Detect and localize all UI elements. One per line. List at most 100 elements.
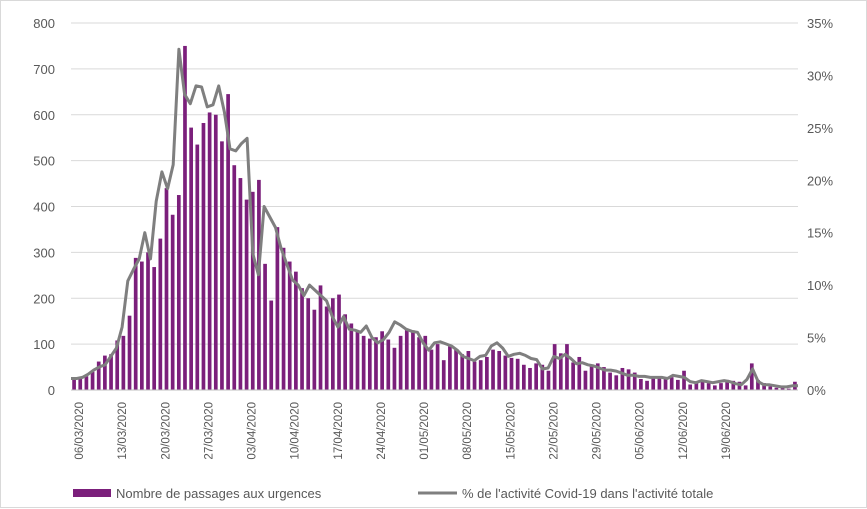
bar <box>411 330 415 390</box>
bar <box>275 227 280 390</box>
bar <box>183 45 187 390</box>
y-right-tick-label: 35% <box>807 16 833 31</box>
bar <box>152 267 157 390</box>
bar <box>485 356 489 390</box>
x-tick-label: 13/03/2020 <box>117 402 129 460</box>
bar <box>238 178 243 390</box>
y-left-tick-label: 700 <box>33 62 55 77</box>
bar <box>349 323 354 390</box>
bar <box>768 386 773 390</box>
bar <box>558 353 563 390</box>
bar <box>546 370 551 390</box>
bar <box>614 375 619 390</box>
bar <box>404 329 409 390</box>
bar <box>72 378 76 390</box>
y-axis-left: 0 100 200 300 400 500 600 700 800 <box>33 16 55 398</box>
bar <box>620 367 625 390</box>
x-tick-label: 20/03/2020 <box>160 402 172 460</box>
bar <box>676 379 680 390</box>
bar <box>552 344 557 390</box>
y-right-tick-label: 15% <box>807 226 833 241</box>
x-tick-label: 12/06/2020 <box>678 402 690 460</box>
x-axis: 06/03/2020 13/03/2020 20/03/2020 27/03/2020… <box>71 389 798 460</box>
bar <box>583 370 588 390</box>
bar <box>429 349 434 390</box>
bar <box>694 381 699 390</box>
bar <box>725 379 729 390</box>
legend: Nombre de passages aux urgences % de l'a… <box>73 486 713 501</box>
bar <box>367 338 372 390</box>
y-left-tick-label: 100 <box>33 337 55 352</box>
legend-label-bar: Nombre de passages aux urgences <box>116 486 322 501</box>
bar <box>121 335 126 390</box>
bar <box>306 298 311 390</box>
bar <box>743 385 748 390</box>
x-tick-label: 29/05/2020 <box>592 402 604 460</box>
bar <box>78 377 83 390</box>
bar <box>170 214 175 390</box>
bar <box>712 385 717 390</box>
bar <box>441 360 446 390</box>
bar <box>749 363 754 390</box>
bar <box>571 362 575 390</box>
y-axis-right: 0% 5% 10% 15% 20% 25% 30% 35% <box>807 16 833 398</box>
bar <box>398 335 403 390</box>
bar <box>330 298 335 390</box>
y-left-tick-label: 300 <box>33 245 55 260</box>
bar <box>207 112 212 391</box>
bar <box>565 344 569 390</box>
bar <box>786 388 791 390</box>
bar <box>663 377 668 390</box>
legend-label-line: % de l'activité Covid-19 dans l'activité… <box>462 486 713 501</box>
bar <box>281 247 286 390</box>
bar <box>392 347 397 390</box>
bar <box>90 371 95 390</box>
bar <box>774 387 779 390</box>
bar <box>780 388 785 390</box>
bar <box>226 94 230 390</box>
bar <box>639 378 643 390</box>
bar <box>96 361 101 390</box>
bar <box>435 344 440 390</box>
bar <box>478 360 483 390</box>
x-tick-label: 17/04/2020 <box>333 402 345 460</box>
y-right-tick-label: 0% <box>807 383 826 398</box>
bar <box>466 351 471 390</box>
y-left-tick-label: 800 <box>33 16 55 31</box>
bar <box>343 314 348 390</box>
bar <box>213 114 218 390</box>
bar <box>651 378 656 390</box>
x-tick-label: 10/04/2020 <box>290 402 302 460</box>
bar <box>300 288 304 390</box>
bar <box>355 330 360 390</box>
bar <box>115 340 120 390</box>
bar <box>515 358 520 390</box>
y-left-tick-label: 600 <box>33 108 55 123</box>
bar <box>263 263 267 390</box>
bar <box>417 337 421 390</box>
bar <box>706 383 711 390</box>
bar <box>472 361 477 390</box>
bar <box>84 376 89 390</box>
x-tick-label: 06/03/2020 <box>74 402 86 460</box>
bar <box>294 271 298 390</box>
bar <box>460 354 465 390</box>
bar <box>250 191 255 390</box>
bar <box>140 261 144 390</box>
bar <box>103 355 107 390</box>
covid-share-line <box>71 47 798 389</box>
x-tick-label: 03/04/2020 <box>247 402 259 460</box>
bar <box>632 372 637 390</box>
bar <box>657 376 662 390</box>
bar <box>337 294 341 390</box>
bar <box>220 141 224 390</box>
bar <box>589 366 594 390</box>
bar <box>688 384 693 390</box>
bar <box>528 367 532 390</box>
y-left-tick-label: 0 <box>48 383 55 398</box>
bar <box>509 357 514 390</box>
bar <box>312 309 317 390</box>
bar <box>521 364 526 390</box>
bar <box>700 380 705 390</box>
